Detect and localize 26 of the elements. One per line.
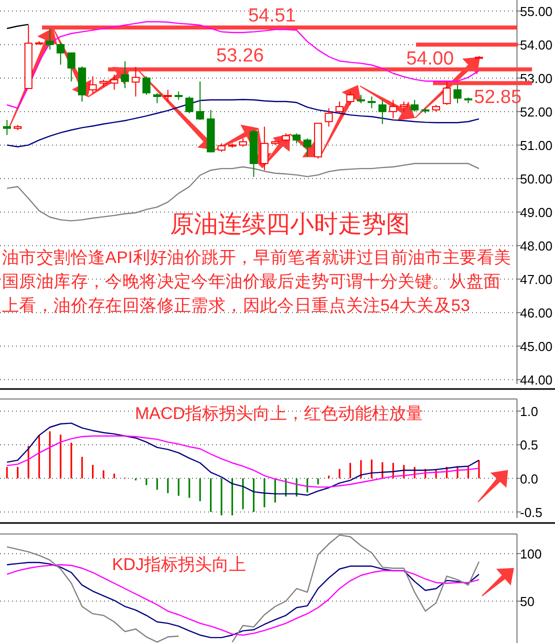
y-tick-label: 1.0	[520, 404, 538, 420]
y-tick-label: 48.00	[520, 238, 553, 254]
y-tick-label: 50	[520, 594, 534, 610]
y-tick-label: 49.00	[520, 205, 553, 220]
ref-line-label: 54.51	[248, 5, 296, 26]
y-tick-label: 52.00	[520, 104, 553, 120]
y-tick-label: 46.00	[520, 306, 553, 321]
y-tick-label: 51.00	[520, 138, 553, 154]
line-series	[6, 422, 480, 496]
y-tick-label: 100	[520, 546, 542, 562]
text: 原油连续四小时走势图	[170, 211, 410, 238]
ref-line-label: 53.26	[216, 45, 264, 66]
y-tick-label: 0.0	[520, 471, 538, 486]
y-tick-label: -0.5	[520, 504, 542, 520]
text: KDJ指标拐头向上	[112, 555, 246, 574]
y-tick-label: 45.00	[520, 339, 553, 354]
y-tick-label: 44.00	[520, 372, 553, 388]
annotation: 油市交割恰逢API利好油价跳开，早前笔者就讲过目前油市主要看美国原油库存，今晚将决定今年油价最后走势可谓十分关键。从盘面上看，油价存在回落修正需求，因此今日重点关注54大关及53	[2, 247, 512, 317]
y-tick-label: 50.00	[520, 172, 553, 187]
y-tick-label: 0.5	[520, 438, 538, 453]
line-series	[6, 435, 480, 488]
y-tick-label: 55.00	[520, 4, 553, 20]
chart-title: MACD指标拐头向上，红色动能柱放量	[134, 404, 424, 423]
y-tick-label: 54.00	[520, 38, 553, 53]
ref-line-label: 54.00	[406, 48, 454, 70]
y-tick-label: 47.00	[520, 272, 553, 288]
